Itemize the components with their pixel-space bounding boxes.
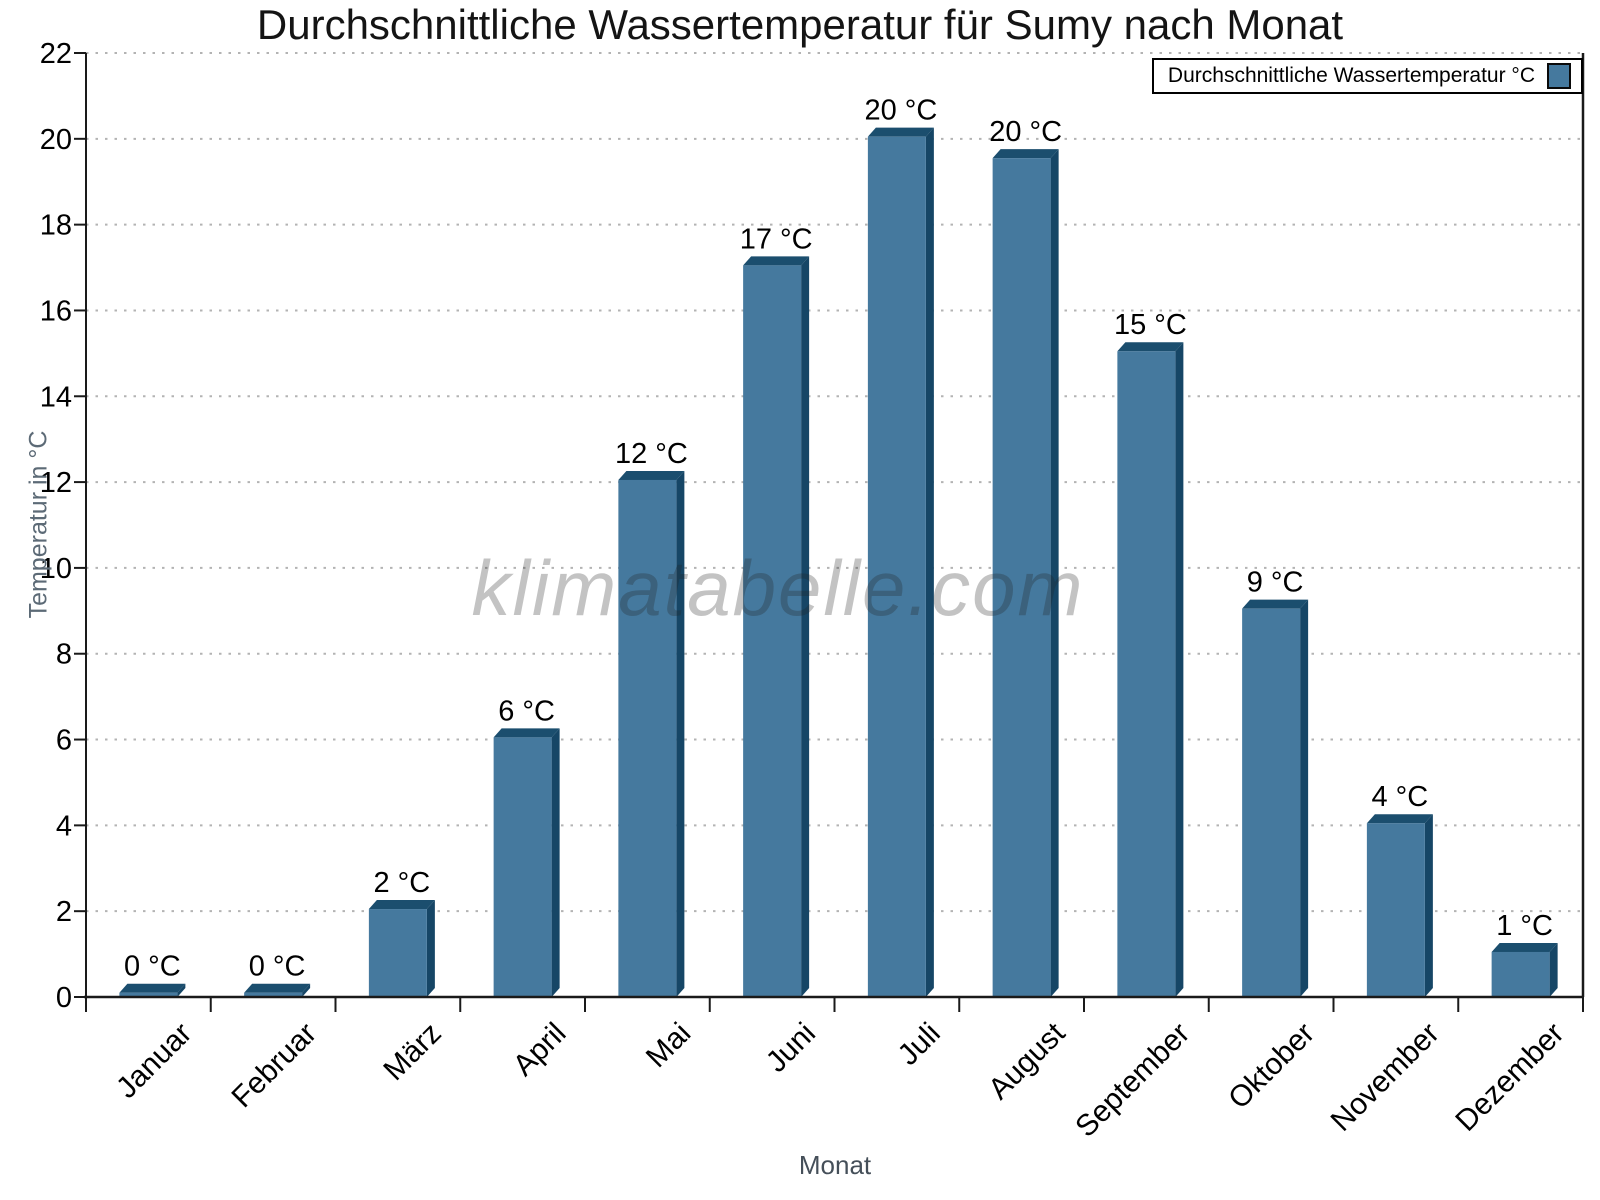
bar: [1491, 951, 1550, 997]
x-category-label: September: [1069, 1017, 1196, 1144]
bar: [618, 479, 677, 998]
y-tick-label: 0: [56, 982, 72, 1014]
bar: [493, 737, 552, 997]
bar-top-face: [1366, 814, 1433, 824]
x-category-label: März: [377, 1017, 447, 1087]
bar-side-face: [426, 900, 435, 997]
bar-value-label: 20 °C: [864, 95, 937, 127]
bar-side-face: [302, 983, 311, 997]
bar-side-face: [801, 256, 810, 997]
x-category-label: August: [982, 1016, 1072, 1106]
y-tick-label: 16: [40, 295, 72, 327]
y-axis-title: Temperatur in °C: [24, 430, 53, 619]
bar: [1366, 823, 1425, 997]
bar-top-face: [119, 983, 186, 993]
bar: [743, 265, 802, 997]
legend-swatch: [1547, 63, 1571, 89]
bar-top-face: [368, 900, 435, 910]
legend-label: Durchschnittliche Wassertemperatur °C: [1167, 64, 1535, 87]
x-category-label: Juli: [892, 1017, 947, 1072]
bar-side-face: [1549, 942, 1558, 997]
y-tick-label: 8: [56, 639, 72, 671]
y-tick-label: 6: [56, 725, 72, 757]
bar-value-label: 1 °C: [1496, 910, 1553, 942]
bar-side-face: [676, 470, 685, 998]
legend: Durchschnittliche Wassertemperatur °C: [1151, 58, 1583, 94]
bar: [867, 136, 926, 997]
y-tick-label: 14: [40, 381, 72, 413]
y-tick-label: 12: [40, 467, 72, 499]
bar-value-label: 12 °C: [615, 438, 688, 470]
bar-side-face: [177, 983, 186, 997]
x-category-label: April: [507, 1017, 573, 1083]
bar-value-label: 2 °C: [374, 867, 431, 899]
bar-side-face: [1050, 149, 1059, 998]
x-category-label: Juni: [760, 1017, 822, 1079]
bar-top-face: [1242, 599, 1309, 609]
bar-side-face: [1300, 599, 1309, 997]
bar: [244, 992, 303, 997]
bar-top-face: [493, 728, 560, 738]
y-tick-label: 20: [40, 124, 72, 156]
bar-top-face: [1491, 942, 1558, 952]
bar-side-face: [925, 127, 934, 997]
bar: [368, 909, 427, 997]
x-category-label: Dezember: [1449, 1017, 1570, 1138]
bar: [1242, 608, 1301, 997]
bar-value-label: 6 °C: [498, 695, 555, 727]
bar-value-label: 17 °C: [740, 223, 813, 255]
bar-top-face: [618, 470, 685, 480]
bar-top-face: [867, 127, 934, 137]
y-tick-label: 4: [56, 810, 72, 842]
bar-value-label: 4 °C: [1372, 781, 1429, 813]
y-tick-label: 10: [40, 553, 72, 585]
bar-top-face: [992, 149, 1059, 159]
bar-side-face: [1175, 342, 1184, 998]
x-category-label: November: [1325, 1017, 1446, 1138]
bar-side-face: [551, 728, 560, 997]
x-axis-title: Monat: [798, 1150, 872, 1180]
x-category-label: Februar: [225, 1017, 323, 1115]
bar-top-face: [244, 983, 311, 993]
bar-value-label: 0 °C: [124, 951, 181, 983]
bar-value-label: 0 °C: [249, 951, 306, 983]
bar-value-label: 15 °C: [1114, 309, 1187, 341]
bar-top-face: [743, 256, 810, 266]
bar: [119, 992, 178, 997]
bar-top-face: [1117, 342, 1184, 352]
x-category-label: Januar: [110, 1017, 198, 1105]
y-tick-label: 2: [56, 896, 72, 928]
x-category-label: Mai: [640, 1017, 698, 1075]
bar-side-face: [1424, 814, 1433, 997]
bar: [1117, 351, 1176, 998]
x-category-label: Oktober: [1222, 1017, 1321, 1116]
y-tick-label: 18: [40, 210, 72, 242]
chart-title: Durchschnittliche Wassertemperatur für S…: [256, 1, 1344, 48]
bar-value-label: 20 °C: [989, 116, 1062, 148]
y-tick-label: 22: [40, 38, 72, 70]
bar-value-label: 9 °C: [1247, 567, 1304, 599]
bar: [992, 158, 1051, 998]
